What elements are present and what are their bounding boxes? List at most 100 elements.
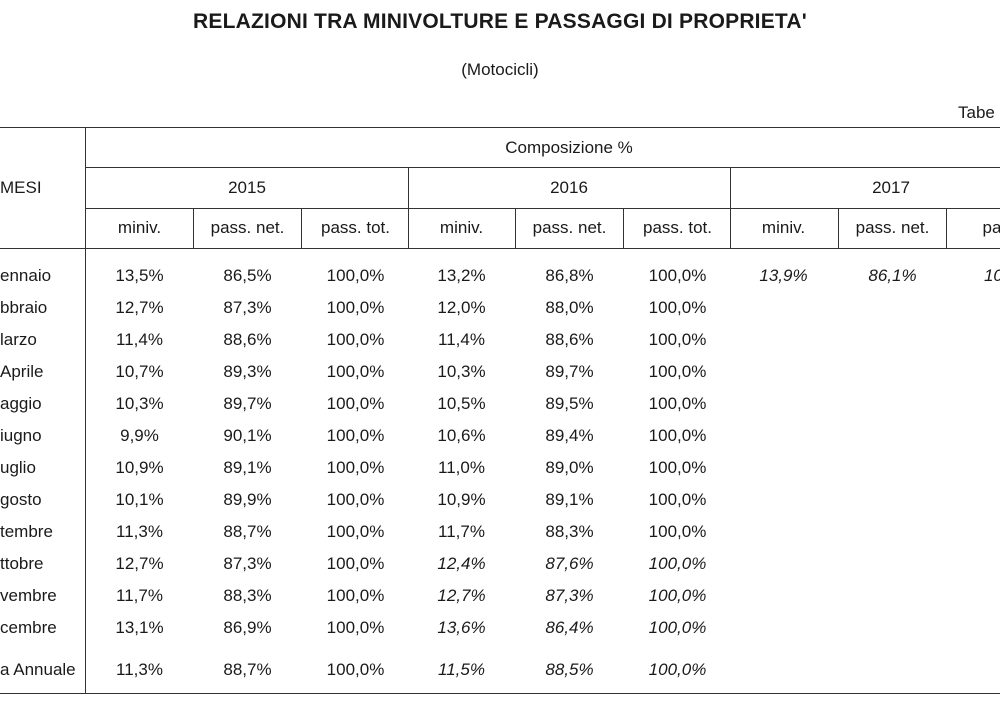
value-cell: 100,0% [326, 554, 385, 573]
value-cell: 87,3% [545, 586, 594, 605]
value-cell: 100,0% [326, 586, 385, 605]
value-cell: 89,3% [223, 362, 272, 381]
value-cell: 100,0% [648, 586, 707, 605]
value-cell: 89,5% [545, 394, 594, 413]
month-label: tembre [0, 522, 53, 541]
value-cell: 100,0% [648, 554, 707, 573]
report-title: RELAZIONI TRA MINIVOLTURE E PASSAGGI DI … [193, 10, 807, 33]
value-cell: 89,1% [223, 458, 272, 477]
column-header: pass [982, 218, 1000, 237]
value-cell: 12,7% [437, 586, 486, 605]
value-cell: 13,6% [437, 618, 486, 637]
value-cell: 100,0% [648, 660, 707, 679]
value-cell: 100,0% [648, 362, 707, 381]
column-divider [301, 208, 302, 249]
value-cell: 86,9% [223, 618, 272, 637]
header-divider-2 [86, 208, 1000, 209]
value-cell: 13,1% [115, 618, 164, 637]
month-label: cembre [0, 618, 57, 637]
value-cell: 88,0% [545, 298, 594, 317]
value-cell: 10,9% [437, 490, 486, 509]
value-cell: 11,5% [438, 660, 485, 679]
value-cell: 100,0% [648, 330, 707, 349]
value-cell: 13,2% [437, 266, 486, 285]
value-cell: 88,6% [545, 330, 594, 349]
value-cell: 10,3% [437, 362, 486, 381]
mesi-column-border [85, 127, 86, 694]
value-cell: 11,7% [438, 522, 485, 541]
month-label: aggio [0, 394, 42, 413]
value-cell: 11,3% [116, 522, 163, 541]
year-2016-header: 2016 [550, 178, 588, 197]
value-cell: 100,0% [648, 522, 707, 541]
value-cell: 88,7% [223, 660, 272, 679]
value-cell: 100,0% [326, 330, 385, 349]
report-subtitle: (Motocicli) [461, 60, 539, 79]
value-cell: 100,0% [326, 394, 385, 413]
column-header: miniv. [439, 218, 484, 237]
column-divider [193, 208, 194, 249]
header-bottom-border [0, 248, 1000, 249]
value-cell: 86,5% [223, 266, 272, 285]
value-cell: 86,4% [545, 618, 594, 637]
value-cell: 12,4% [437, 554, 486, 573]
value-cell: 89,0% [545, 458, 594, 477]
column-divider [515, 208, 516, 249]
value-cell: 100,0% [326, 458, 385, 477]
value-cell: 90,1% [223, 426, 272, 445]
value-cell: 100,0% [326, 266, 385, 285]
month-label: ennaio [0, 266, 52, 285]
value-cell: 89,7% [223, 394, 272, 413]
value-cell: 100,0% [326, 490, 385, 509]
table-bottom-border [0, 693, 1000, 694]
month-label: a Annuale [0, 660, 76, 679]
value-cell: 100,0% [648, 298, 707, 317]
table-top-border [0, 127, 1000, 128]
value-cell: 10,9% [115, 458, 164, 477]
value-cell: 12,7% [115, 298, 164, 317]
value-cell: 100,0% [648, 394, 707, 413]
value-cell: 100,0% [648, 618, 707, 637]
value-cell: 11,3% [116, 660, 163, 679]
value-cell: 100,0% [326, 522, 385, 541]
value-cell: 10,5% [437, 394, 486, 413]
mesi-header: MESI [0, 178, 42, 197]
value-cell: 100,0% [326, 426, 385, 445]
value-cell: 10,6% [437, 426, 486, 445]
month-label: iugno [0, 426, 42, 445]
month-label: Aprile [0, 362, 44, 381]
header-divider-1 [86, 167, 1000, 168]
value-cell: 88,6% [223, 330, 272, 349]
table-reference: Tabe [958, 103, 995, 122]
value-cell: 89,9% [223, 490, 272, 509]
value-cell: 88,3% [223, 586, 272, 605]
value-cell: 11,7% [116, 586, 163, 605]
value-cell: 100,0% [648, 458, 707, 477]
month-label: ttobre [0, 554, 44, 573]
value-cell: 100,0% [648, 426, 707, 445]
column-header: pass. net. [210, 218, 285, 237]
month-label: uglio [0, 458, 36, 477]
column-divider [838, 208, 839, 249]
value-cell: 100,0% [326, 618, 385, 637]
column-header: pass. tot. [321, 218, 390, 237]
value-cell: 86,1% [868, 266, 917, 285]
value-cell: 12,0% [437, 298, 486, 317]
column-header: miniv. [761, 218, 806, 237]
value-cell: 88,5% [545, 660, 594, 679]
year-2017-header: 2017 [872, 178, 910, 197]
value-cell: 11,4% [116, 330, 163, 349]
value-cell: 87,3% [223, 298, 272, 317]
month-label: gosto [0, 490, 42, 509]
column-divider [946, 208, 947, 249]
column-divider [623, 208, 624, 249]
composizione-header: Composizione % [505, 138, 633, 157]
value-cell: 87,3% [223, 554, 272, 573]
value-cell: 89,4% [545, 426, 594, 445]
value-cell: 89,1% [545, 490, 594, 509]
value-cell: 100, [983, 266, 1000, 285]
month-label: vembre [0, 586, 57, 605]
value-cell: 100,0% [648, 266, 707, 285]
value-cell: 87,6% [545, 554, 594, 573]
year-divider-2015-2016 [408, 167, 409, 249]
